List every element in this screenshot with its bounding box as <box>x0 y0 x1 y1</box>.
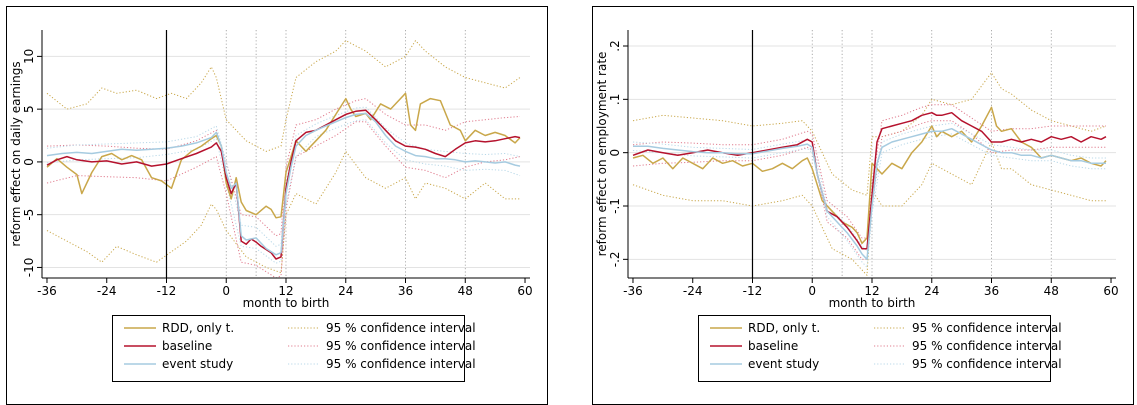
series-line-baseline <box>46 109 521 260</box>
x-tick-label: 0 <box>808 284 816 298</box>
x-axis-title: month to birth <box>829 296 916 310</box>
x-tick-label: -36 <box>623 284 643 298</box>
y-tick-label: -5 <box>22 209 36 221</box>
y-tick-label: -.1 <box>608 198 622 214</box>
x-tick-label: 36 <box>984 284 999 298</box>
series-line-ci-lower <box>632 133 1106 268</box>
x-tick-label: -24 <box>683 284 703 298</box>
x-tick-label: -36 <box>37 284 57 298</box>
x-tick-label: 0 <box>222 284 230 298</box>
x-tick-label: 48 <box>458 284 473 298</box>
legend-label: baseline <box>162 339 212 353</box>
y-axis-title: reform effect on daily earnings <box>9 61 23 246</box>
legend-label: 95 % confidence interval <box>912 357 1062 371</box>
y-tick-label: 0 <box>608 149 622 157</box>
x-tick-label: 60 <box>517 284 532 298</box>
x-tick-label: -12 <box>743 284 763 298</box>
legend-label: 95 % confidence interval <box>326 339 476 353</box>
earnings-chart-svg: 10 5 0 -5 -10-36 -24 -12 0 12 24 36 48 60 month to bi… <box>6 6 548 405</box>
x-tick-label: 24 <box>924 284 939 298</box>
x-tick-label: 12 <box>278 284 293 298</box>
legend-box <box>112 315 465 382</box>
series-line-rdd-only-t- <box>632 106 1107 245</box>
legend-label: RDD, only t. <box>162 321 234 335</box>
x-tick-label: -24 <box>97 284 117 298</box>
legend-label: baseline <box>748 339 798 353</box>
series-line-rdd-only-t- <box>46 92 521 219</box>
employment-chart-svg: .2 .1 0 -.1 -.2 -36 -24 -12 0 12 24 36 48 60 month to … <box>592 6 1134 405</box>
y-tick-label: -10 <box>22 258 36 278</box>
x-axis-title: month to birth <box>243 296 330 310</box>
x-tick-label: 48 <box>1044 284 1059 298</box>
x-tick-label: 12 <box>864 284 879 298</box>
y-tick-label: -.2 <box>608 251 622 267</box>
y-tick-label: 5 <box>22 105 36 113</box>
y-tick-label: .1 <box>608 94 622 105</box>
legend-label: event study <box>748 357 819 371</box>
legend-label: 95 % confidence interval <box>912 321 1062 335</box>
series-line-event-study <box>633 127 1106 261</box>
x-tick-label: 36 <box>398 284 413 298</box>
legend-label: RDD, only t. <box>748 321 820 335</box>
employment-chart: .2 .1 0 -.1 -.2 -36 -24 -12 0 12 24 36 48 60 month to … <box>592 0 1134 405</box>
legend-label: 95 % confidence interval <box>326 321 476 335</box>
x-tick-label: 60 <box>1103 284 1118 298</box>
series-line-ci-lower <box>46 119 521 264</box>
legend-label: 95 % confidence interval <box>912 339 1062 353</box>
y-axis-title: reform effect on employment rate <box>595 52 609 257</box>
x-tick-label: 24 <box>338 284 353 298</box>
legend-label: event study <box>162 357 233 371</box>
y-tick-label: 0 <box>22 158 36 166</box>
series-line-ci-upper <box>46 40 521 152</box>
legend-label: 95 % confidence interval <box>326 357 476 371</box>
y-tick-label: 10 <box>22 49 36 64</box>
legend-box <box>698 315 1051 382</box>
x-tick-label: -12 <box>157 284 177 298</box>
earnings-chart: 10 5 0 -5 -10 -36 -24 -12 0 12 24 36 48 60 month to bi… <box>6 0 548 405</box>
series-line-ci-upper <box>632 122 1106 252</box>
y-tick-label: .2 <box>608 40 622 51</box>
series-line-ci-lower <box>632 141 1106 276</box>
